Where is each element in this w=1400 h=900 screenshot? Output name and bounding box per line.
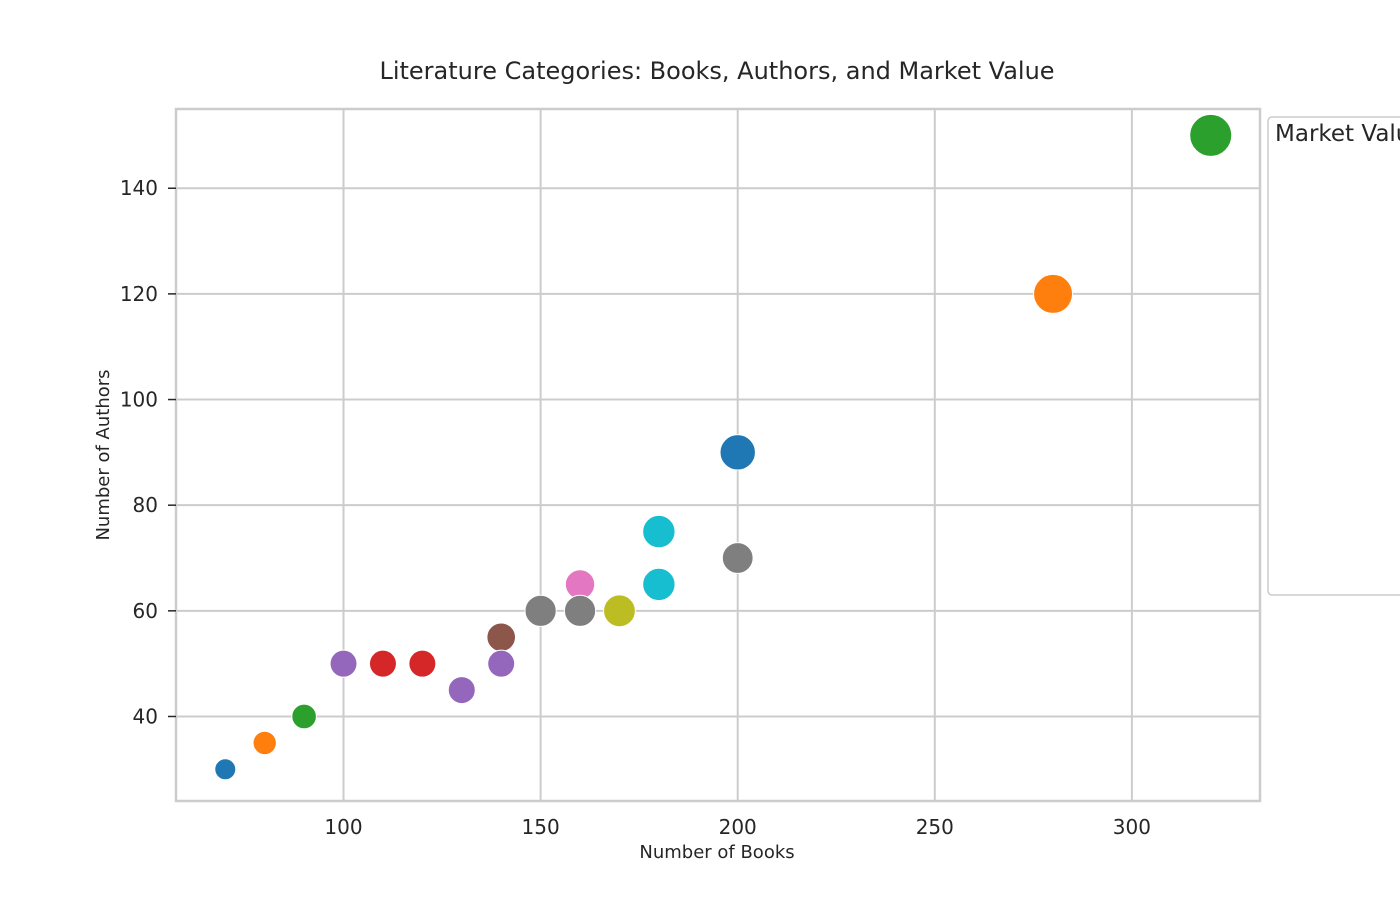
y-axis-label: Number of Authors xyxy=(93,369,114,540)
axis-ticks: 100 150 200 250 300 40 60 80 100 120 140 xyxy=(120,176,1151,839)
data-point xyxy=(719,434,756,471)
data-point xyxy=(642,567,676,602)
y-tick-label: 60 xyxy=(133,599,158,623)
data-point xyxy=(1033,273,1074,314)
data-point xyxy=(368,649,397,678)
data-point xyxy=(721,542,754,574)
data-point xyxy=(214,758,237,781)
x-tick-label: 200 xyxy=(719,815,757,839)
data-point xyxy=(252,730,277,756)
plot-area-frame xyxy=(174,107,1262,803)
x-tick-label: 250 xyxy=(916,815,954,839)
data-point xyxy=(487,649,516,678)
data-point xyxy=(329,649,358,678)
grid-lines xyxy=(176,109,1260,801)
data-points xyxy=(214,113,1233,781)
data-point xyxy=(486,622,517,653)
data-point xyxy=(563,594,597,627)
x-axis-label: Number of Books xyxy=(639,842,794,863)
data-point xyxy=(524,594,557,627)
y-tick-label: 100 xyxy=(120,388,158,412)
legend-title: Market Value xyxy=(1275,121,1400,147)
x-tick-label: 100 xyxy=(324,815,362,839)
data-point xyxy=(291,703,317,730)
chart-title: Literature Categories: Books, Authors, a… xyxy=(379,57,1054,85)
x-tick-label: 150 xyxy=(522,815,560,839)
y-tick-label: 140 xyxy=(120,176,158,200)
data-point xyxy=(642,514,676,549)
data-point xyxy=(408,649,437,678)
x-tick-label: 300 xyxy=(1113,815,1151,839)
data-point xyxy=(1189,113,1233,157)
data-point xyxy=(603,594,636,628)
y-tick-label: 120 xyxy=(120,282,158,306)
y-tick-label: 80 xyxy=(133,493,158,517)
data-point xyxy=(447,676,476,705)
data-point xyxy=(564,569,596,600)
y-tick-label: 40 xyxy=(133,704,158,728)
legend-box xyxy=(1267,116,1400,596)
